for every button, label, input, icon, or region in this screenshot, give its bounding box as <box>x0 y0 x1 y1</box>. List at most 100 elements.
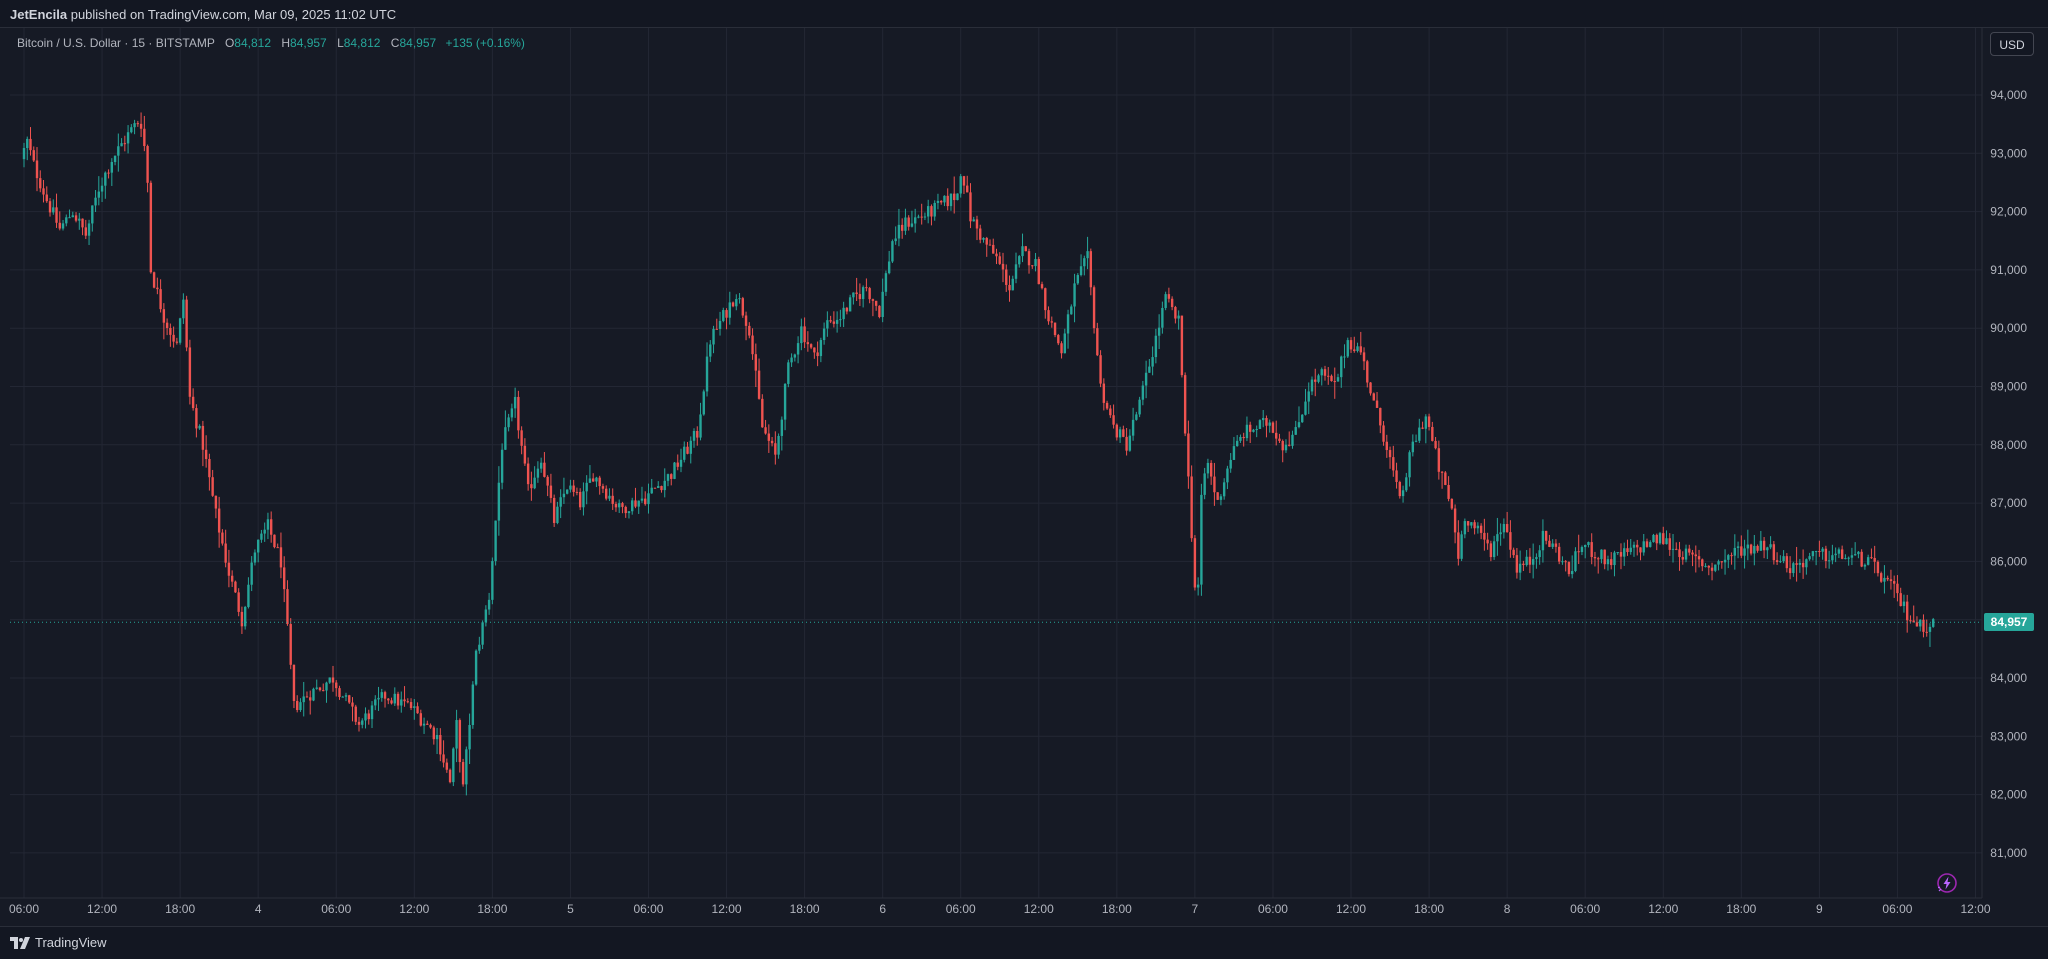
candle-body <box>526 463 530 485</box>
candle-body <box>243 606 247 627</box>
candle-body <box>84 227 87 236</box>
candle-body <box>780 419 784 436</box>
candle-body <box>1515 555 1519 573</box>
candle-body <box>517 396 520 431</box>
candle-body <box>1398 481 1402 497</box>
candle-body <box>1857 551 1860 555</box>
candle-body <box>1083 258 1086 267</box>
time-axis[interactable]: 06:00 12:00 18:00 4 06:00 12:00 18:00 5 06:00 12:… <box>9 902 1991 916</box>
candle-body <box>1509 532 1512 550</box>
candle-body <box>29 138 32 151</box>
candle-body <box>491 561 494 600</box>
candle-body <box>1876 561 1880 574</box>
candle-body <box>1785 556 1789 569</box>
candle-body <box>992 244 995 254</box>
candle-body <box>637 500 640 507</box>
candle-body <box>754 354 758 371</box>
candle-body <box>422 723 426 726</box>
lightning-icon[interactable] <box>1936 872 1958 894</box>
candle-body <box>230 575 234 582</box>
candle-body <box>1489 543 1493 558</box>
chart-area[interactable]: 81,00082,00083,00084,00085,00086,00087,0… <box>0 28 2048 926</box>
candlestick-chart[interactable]: 81,00082,00083,00084,00085,00086,00087,0… <box>0 28 2048 926</box>
candle-body <box>1408 452 1411 478</box>
candle-body <box>650 487 653 494</box>
brand-name: TradingView <box>35 935 107 950</box>
candle-body <box>1570 571 1574 575</box>
candle-body <box>868 288 871 300</box>
candle-body <box>1379 407 1382 426</box>
candle-body <box>1144 372 1148 386</box>
candle-body <box>139 123 143 129</box>
candle-body <box>982 237 985 240</box>
candle-body <box>1717 561 1720 565</box>
candle-body <box>484 609 488 623</box>
candle-body <box>1216 492 1219 500</box>
candle-body <box>22 148 26 160</box>
candle-body <box>510 408 514 418</box>
candle-body <box>770 440 774 444</box>
x-tick-label: 12:00 <box>1336 902 1366 916</box>
candle-body <box>39 178 42 189</box>
candle-body <box>78 218 81 221</box>
candle-body <box>800 326 803 344</box>
candle-body <box>1424 416 1428 429</box>
candle-body <box>201 425 205 450</box>
candle-body <box>1847 557 1850 559</box>
candle-body <box>370 705 374 720</box>
y-tick-label: 81,000 <box>1990 846 2027 860</box>
candle-body <box>953 193 956 201</box>
candle-body <box>1359 346 1362 353</box>
candle-body <box>1870 557 1873 559</box>
candle-body <box>1066 314 1070 334</box>
candle-body <box>1307 391 1310 402</box>
symbol-legend[interactable]: Bitcoin / U.S. Dollar · 15 · BITSTAMP O8… <box>17 36 525 50</box>
symbol-title[interactable]: Bitcoin / U.S. Dollar · 15 · BITSTAMP <box>17 36 215 50</box>
candle-body <box>1486 539 1489 544</box>
candle-body <box>130 127 133 133</box>
candle-body <box>1889 579 1893 582</box>
candle-body <box>1811 551 1815 557</box>
candle-body <box>305 696 309 698</box>
candle-body <box>621 503 624 507</box>
candle-body <box>1795 563 1798 565</box>
candle-body <box>1662 533 1665 545</box>
candle-body <box>227 562 231 576</box>
candle-body <box>1314 379 1317 382</box>
candle-body <box>1730 555 1733 557</box>
candle-body <box>803 326 806 343</box>
candle-body <box>494 520 497 562</box>
candle-body <box>884 273 888 292</box>
candle-body <box>1323 369 1327 376</box>
candle-body <box>1336 377 1340 382</box>
candle-body <box>644 498 647 505</box>
candle-body <box>1678 549 1681 558</box>
candle-body <box>1788 568 1792 574</box>
candle-body <box>1447 484 1450 499</box>
candle-body <box>335 682 338 689</box>
candle-body <box>1301 414 1304 423</box>
candle-body <box>575 491 579 493</box>
candle-body <box>387 698 390 701</box>
close-value: 84,957 <box>399 36 437 50</box>
candle-body <box>1340 356 1343 378</box>
currency-button[interactable]: USD <box>1990 32 2034 56</box>
candle-body <box>1772 544 1776 561</box>
price-axis[interactable]: 81,00082,00083,00084,00085,00086,00087,0… <box>1990 88 2027 860</box>
candle-body <box>1027 251 1031 266</box>
candle-body <box>344 695 348 697</box>
candle-body <box>65 217 68 224</box>
author-name[interactable]: JetEncila <box>10 7 68 22</box>
candle-body <box>793 354 797 358</box>
candle-body <box>1232 446 1236 460</box>
y-tick-label: 94,000 <box>1990 88 2027 102</box>
candle-body <box>692 430 696 441</box>
candle-body <box>1372 393 1375 401</box>
candle-body <box>208 458 211 478</box>
candle-body <box>1775 560 1779 562</box>
candle-body <box>1684 548 1688 560</box>
tradingview-brand[interactable]: TradingView <box>10 935 107 950</box>
candle-body <box>966 185 969 193</box>
candle-body <box>1496 534 1499 542</box>
candle-body <box>796 343 800 355</box>
